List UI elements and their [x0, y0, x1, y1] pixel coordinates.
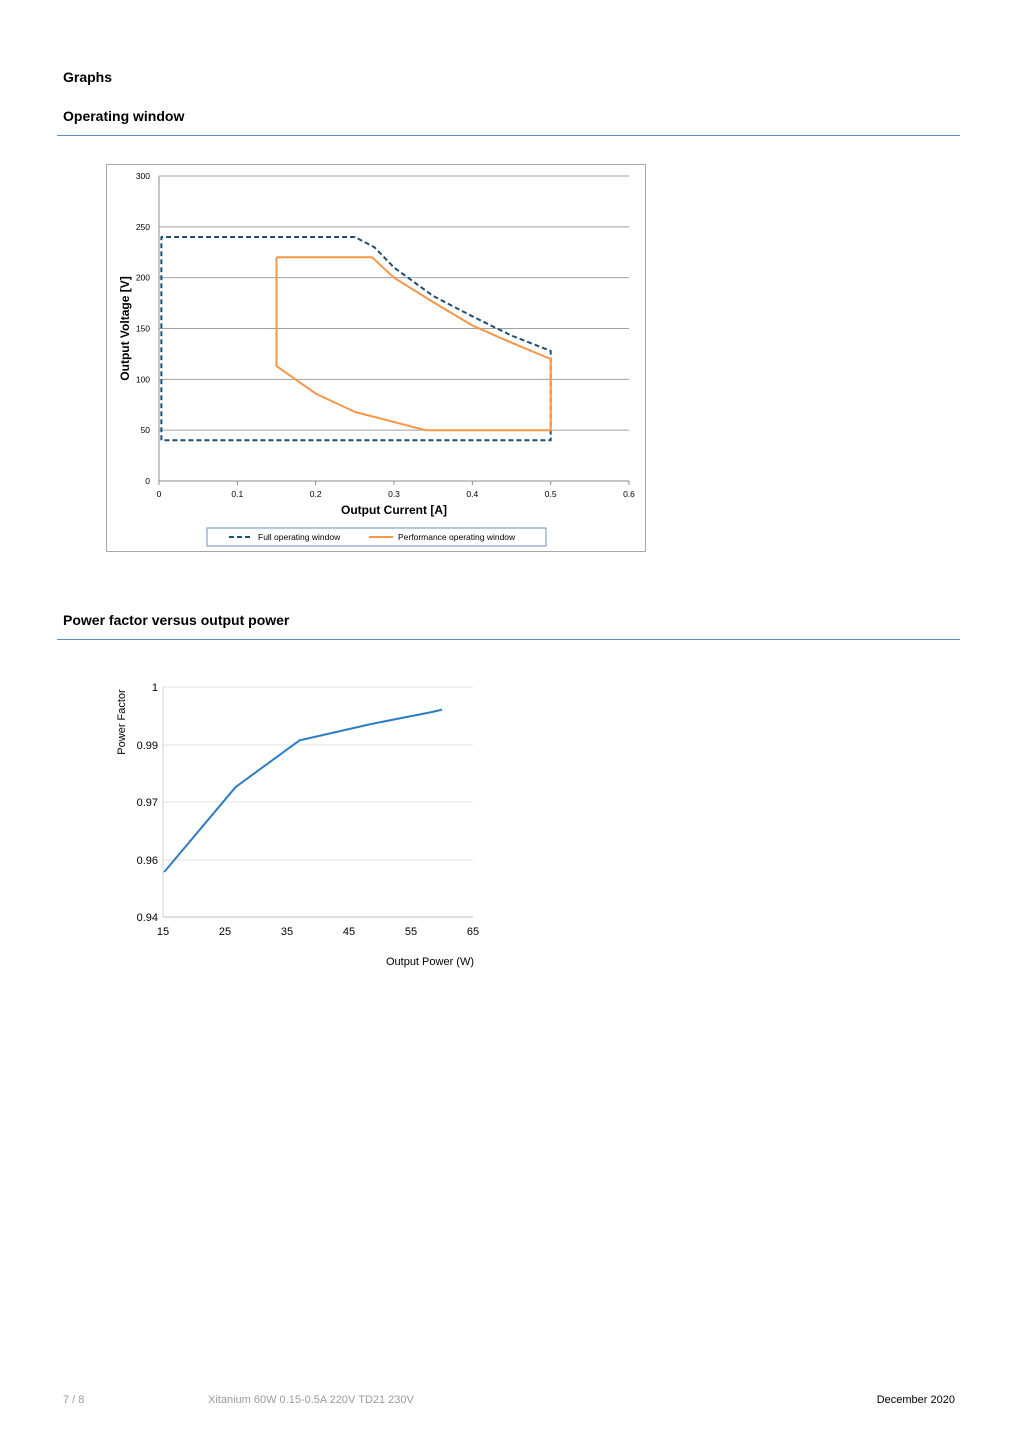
- y-tick-label: 0.94: [137, 912, 158, 924]
- y-axis-title: Power Factor: [116, 689, 128, 755]
- x-tick-label: 55: [405, 926, 417, 938]
- power-factor-heading: Power factor versus output power: [63, 612, 290, 628]
- y-tick-label: 200: [136, 273, 150, 283]
- footer-product-name: Xitanium 60W 0.15-0.5A 220V TD21 230V: [208, 1394, 414, 1406]
- x-tick-label: 0.4: [466, 489, 478, 499]
- section-title: Graphs: [63, 69, 113, 85]
- y-axis-title: Output Voltage [V]: [118, 276, 132, 380]
- legend-label: Performance operating window: [398, 532, 516, 542]
- operating-window-chart: 0 50 100 150 200 250 300 0 0.1 0.2 0.3 0.4 0.5 0.6 Out…: [118, 171, 635, 547]
- y-tick-label: 250: [136, 222, 150, 232]
- operating-window-heading: Operating window: [63, 108, 185, 124]
- x-tick-label: 65: [467, 926, 479, 938]
- x-tick-label: 0.1: [231, 489, 243, 499]
- footer-page-number: 7 / 8: [63, 1394, 85, 1406]
- x-tick-label: 0.2: [310, 489, 322, 499]
- x-tick-label: 45: [343, 926, 355, 938]
- x-tick-label: 0.3: [388, 489, 400, 499]
- y-tick-label: 300: [136, 171, 150, 181]
- y-tick-label: 0: [145, 476, 150, 486]
- y-tick-label: 0.99: [137, 740, 158, 752]
- series-performance-operating-window: [275, 256, 552, 432]
- y-tick-label: 100: [136, 374, 150, 384]
- x-tick-label: 0.5: [545, 489, 557, 499]
- y-tick-label: 150: [136, 324, 150, 334]
- footer-date: December 2020: [876, 1394, 955, 1406]
- x-axis-title: Output Current [A]: [341, 503, 447, 517]
- heading-rule: [57, 639, 960, 640]
- legend-label: Full operating window: [258, 532, 341, 542]
- x-tick-label: 0.6: [623, 489, 635, 499]
- y-tick-label: 0.97: [137, 797, 158, 809]
- series-full-operating-window: [160, 236, 552, 442]
- heading-rule: [57, 135, 960, 136]
- operating-window-chart-frame: 0 50 100 150 200 250 300 0 0.1 0.2 0.3 0.4 0.5 0.6 Out…: [106, 164, 646, 552]
- y-tick-label: 50: [141, 425, 151, 435]
- x-tick-label: 0: [157, 489, 162, 499]
- x-tick-label: 35: [281, 926, 293, 938]
- power-factor-chart: 0.94 0.96 0.97 0.99 1 15 25 35 45 55 65 Output Powe…: [116, 682, 479, 968]
- y-tick-label: 1: [152, 682, 158, 694]
- x-axis-title: Output Power (W): [386, 956, 474, 968]
- x-tick-label: 25: [219, 926, 231, 938]
- y-tick-label: 0.96: [137, 855, 158, 867]
- series-power-factor: [163, 708, 443, 873]
- x-tick-label: 15: [157, 926, 169, 938]
